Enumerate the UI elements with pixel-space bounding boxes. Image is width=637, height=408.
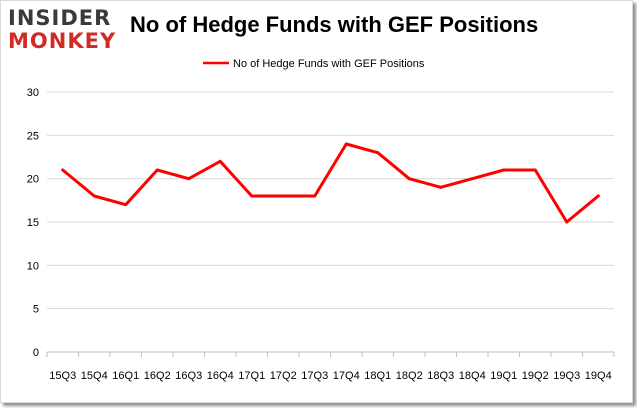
data-point bbox=[313, 194, 317, 198]
insider-monkey-logo: INSIDER MONKEY bbox=[8, 6, 118, 56]
data-point bbox=[218, 159, 222, 163]
x-tick-label: 18Q2 bbox=[396, 370, 423, 382]
data-point bbox=[502, 168, 506, 172]
x-tick-label: 15Q3 bbox=[49, 370, 76, 382]
legend: No of Hedge Funds with GEF Positions bbox=[203, 58, 425, 70]
data-point bbox=[470, 177, 474, 181]
y-tick-label: 15 bbox=[27, 217, 39, 229]
y-tick-label: 10 bbox=[27, 260, 39, 272]
x-tick-label: 16Q1 bbox=[112, 370, 139, 382]
x-tick-label: 16Q2 bbox=[144, 370, 171, 382]
x-tick-label: 19Q3 bbox=[553, 370, 580, 382]
series-group bbox=[61, 142, 600, 224]
data-point bbox=[61, 168, 65, 172]
x-tick-label: 16Q3 bbox=[175, 370, 202, 382]
data-point bbox=[155, 168, 159, 172]
x-tick-label: 18Q4 bbox=[459, 370, 486, 382]
x-tick-label: 17Q2 bbox=[270, 370, 297, 382]
logo-line-1: INSIDER bbox=[8, 6, 112, 30]
data-point bbox=[407, 177, 411, 181]
logo-line-2: MONKEY bbox=[8, 29, 117, 53]
legend-label: No of Hedge Funds with GEF Positions bbox=[233, 58, 425, 70]
x-tick-label: 18Q1 bbox=[364, 370, 391, 382]
data-point bbox=[281, 194, 285, 198]
x-tick-label: 17Q3 bbox=[301, 370, 328, 382]
series-line bbox=[61, 142, 600, 224]
data-point bbox=[124, 203, 128, 207]
data-point bbox=[187, 177, 191, 181]
data-point bbox=[92, 194, 96, 198]
data-point bbox=[376, 151, 380, 155]
y-tick-label: 5 bbox=[33, 304, 39, 316]
data-point bbox=[250, 194, 254, 198]
x-tick-label: 17Q1 bbox=[238, 370, 265, 382]
y-axis-ticks: 0 5 10 15 20 25 30 bbox=[27, 87, 39, 359]
data-point bbox=[596, 194, 600, 198]
y-tick-label: 0 bbox=[33, 347, 39, 359]
data-point bbox=[439, 185, 443, 189]
x-tick-label: 16Q4 bbox=[207, 370, 234, 382]
x-tick-label: 15Q4 bbox=[81, 370, 108, 382]
y-tick-label: 25 bbox=[27, 130, 39, 142]
x-tick-label: 18Q3 bbox=[427, 370, 454, 382]
x-axis-ticks: 15Q3 15Q4 16Q1 16Q2 16Q3 16Q4 17Q1 17Q2 17Q3 17Q4… bbox=[46, 352, 615, 382]
x-tick-label: 19Q4 bbox=[585, 370, 612, 382]
x-tick-label: 19Q2 bbox=[522, 370, 549, 382]
gridlines bbox=[47, 91, 614, 353]
data-point bbox=[565, 220, 569, 224]
chart-title: No of Hedge Funds with GEF Positions bbox=[130, 12, 539, 37]
y-tick-label: 30 bbox=[27, 87, 39, 99]
data-point bbox=[533, 168, 537, 172]
x-tick-label: 17Q4 bbox=[333, 370, 360, 382]
data-point bbox=[344, 142, 348, 146]
y-tick-label: 20 bbox=[27, 174, 39, 186]
x-tick-label: 19Q1 bbox=[490, 370, 517, 382]
